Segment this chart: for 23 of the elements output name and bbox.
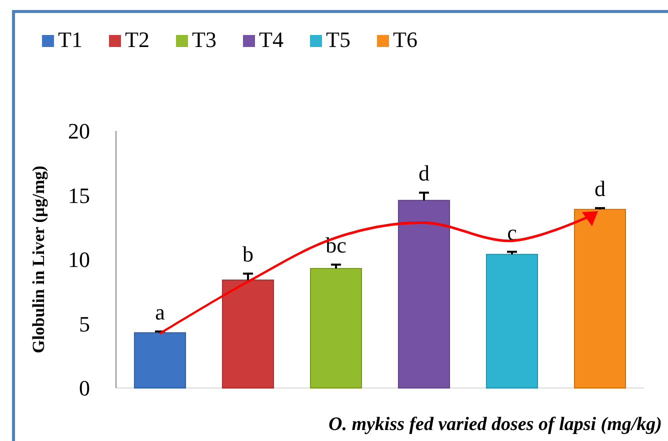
x-axis-title: O. mykiss fed varied doses of lapsi (mg/kg) (328, 414, 662, 435)
y-tick-label: 0 (79, 376, 90, 400)
annotation: d (418, 160, 430, 186)
legend-label: T5 (326, 27, 350, 52)
annotation: b (242, 242, 254, 267)
y-tick-label: 20 (68, 118, 90, 144)
bar (574, 208, 626, 388)
bar (222, 280, 274, 388)
annotation: d (594, 176, 606, 202)
bar (398, 200, 450, 388)
y-tick-label: 15 (68, 182, 90, 208)
bar (310, 268, 362, 388)
annotation: a (155, 299, 166, 324)
legend-label: T1 (58, 27, 82, 52)
y-axis-title: Globulin in Liver (µg/mg) (29, 166, 48, 354)
bar (486, 254, 538, 388)
legend-label: T6 (393, 27, 418, 52)
legend-label: T2 (125, 27, 150, 52)
legend-label: T3 (192, 27, 216, 52)
y-tick-label: 10 (68, 247, 90, 272)
bar (134, 332, 186, 388)
y-tick-label: 5 (79, 311, 90, 336)
legend-label: T4 (259, 27, 284, 52)
